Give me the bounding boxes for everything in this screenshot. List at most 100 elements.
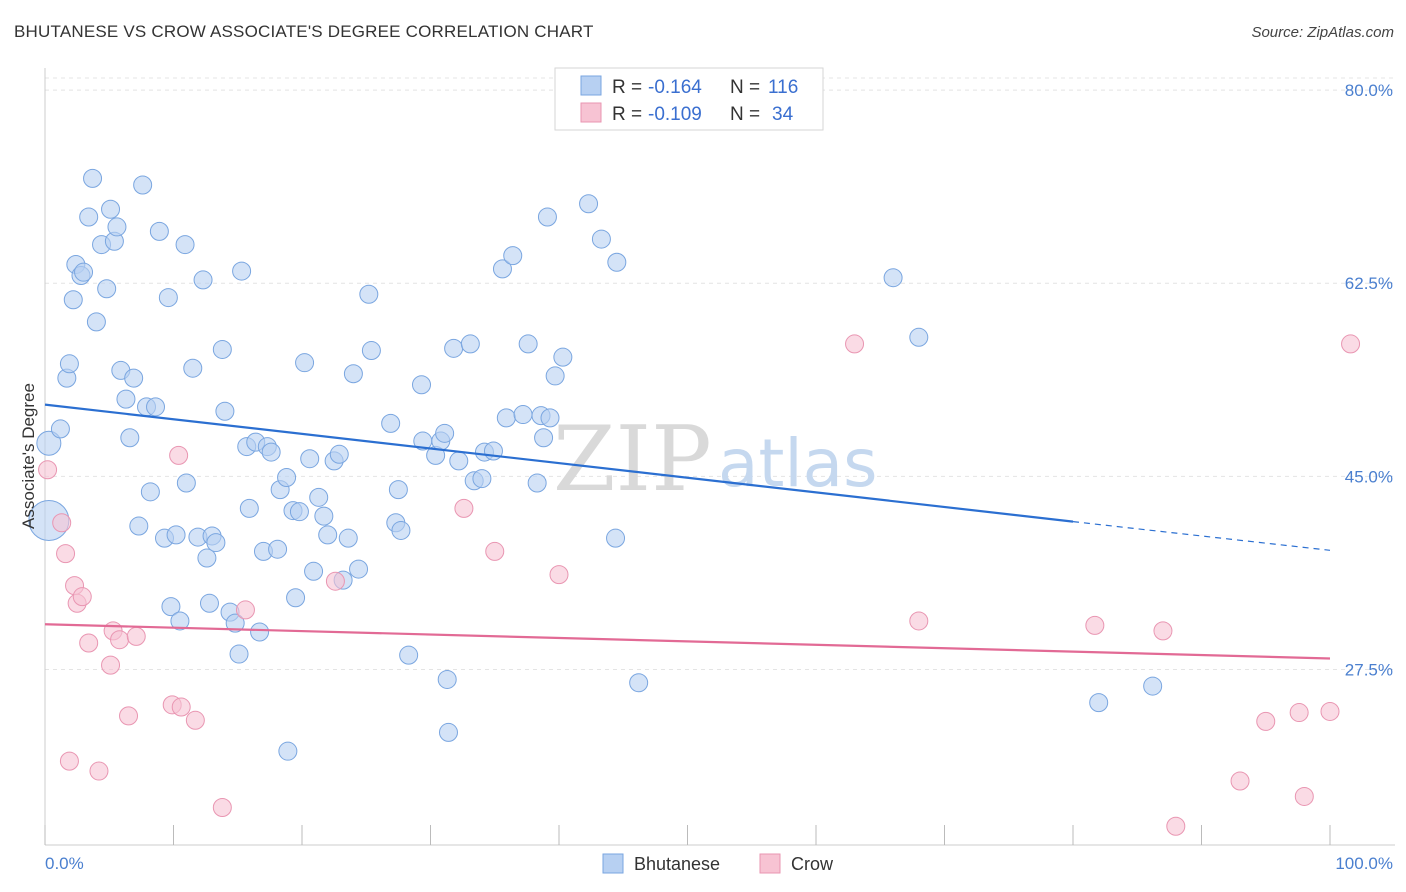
bhutanese-point — [175, 235, 195, 255]
bhutanese-point — [606, 528, 626, 548]
bhutanese-point — [212, 339, 232, 359]
bhutanese-point — [472, 469, 492, 489]
bhutanese-point — [158, 288, 178, 308]
bhutanese-point — [460, 334, 480, 354]
stats-legend: R = -0.164 N = 116 R = -0.109 N = 34 — [554, 67, 824, 131]
bhutanese-point — [261, 442, 281, 462]
trend-lines — [44, 403, 1331, 660]
bhutanese-point — [63, 290, 83, 310]
crow-point — [1256, 711, 1276, 731]
crow-point — [325, 571, 345, 591]
bottom-legend-label-crow: Crow — [791, 854, 834, 874]
bhutanese-point — [50, 419, 70, 439]
x-ticks — [44, 825, 1331, 845]
trend-line-bhutanese — [44, 403, 1074, 523]
legend-n-label-crow: N = — [730, 104, 760, 125]
bhutanese-point — [545, 366, 565, 386]
bhutanese-point — [199, 593, 219, 613]
crow-point — [79, 633, 99, 653]
bhutanese-point — [59, 354, 79, 374]
bhutanese-point — [435, 423, 455, 443]
bhutanese-point — [129, 516, 149, 536]
bhutanese-point — [79, 207, 99, 227]
legend-n-value-bhutanese: 116 — [768, 77, 798, 98]
bhutanese-point — [1143, 676, 1163, 696]
bhutanese-point — [449, 451, 469, 471]
bhutanese-point — [412, 375, 432, 395]
y-tick-label: 45.0% — [1345, 467, 1393, 486]
bhutanese-point — [116, 389, 136, 409]
bhutanese-point — [503, 246, 523, 266]
y-tick-label: 27.5% — [1345, 661, 1393, 680]
gridlines — [45, 77, 1395, 671]
bhutanese-point — [492, 259, 512, 279]
bhutanese-point — [399, 645, 419, 665]
watermark: ZIP atlas — [553, 407, 878, 512]
bhutanese-point — [300, 449, 320, 469]
bhutanese-point — [295, 353, 315, 373]
series-bhutanese-points — [28, 168, 1163, 761]
bhutanese-point — [361, 341, 381, 361]
bhutanese-point — [629, 673, 649, 693]
bhutanese-point — [286, 588, 306, 608]
crow-point — [169, 445, 189, 465]
crow-point — [38, 460, 58, 480]
bhutanese-point — [579, 194, 599, 214]
bhutanese-point — [197, 548, 217, 568]
crow-point — [119, 706, 139, 726]
bhutanese-point — [527, 473, 547, 493]
bhutanese-point — [329, 444, 349, 464]
bhutanese-point — [170, 611, 190, 631]
bhutanese-point — [74, 262, 94, 282]
bhutanese-point — [289, 502, 309, 522]
crow-point — [1289, 703, 1309, 723]
x-tick-label-max: 100.0% — [1335, 854, 1393, 873]
bhutanese-point — [381, 413, 401, 433]
legend-r-value-bhutanese: -0.164 — [648, 77, 702, 98]
bhutanese-point — [277, 467, 297, 487]
bhutanese-point — [304, 561, 324, 581]
crow-point — [89, 761, 109, 781]
crow-point — [212, 797, 232, 817]
y-tick-labels: 27.5% 45.0% 62.5% 80.0% — [1345, 81, 1393, 679]
series-crow-points — [38, 334, 1361, 836]
bhutanese-point — [537, 207, 557, 227]
bhutanese-point — [120, 428, 140, 448]
crow-point — [454, 498, 474, 518]
bhutanese-point — [232, 261, 252, 281]
bhutanese-point — [359, 284, 379, 304]
watermark-zip: ZIP — [553, 407, 712, 512]
legend-n-value-crow: 34 — [772, 104, 794, 125]
crow-point — [1230, 771, 1250, 791]
bhutanese-point — [391, 520, 411, 540]
bhutanese-point — [229, 644, 249, 664]
legend-swatch-bhutanese — [580, 75, 602, 96]
bhutanese-point — [437, 669, 457, 689]
watermark-atlas: atlas — [718, 425, 878, 502]
crow-point — [56, 544, 76, 564]
crow-point — [1320, 701, 1340, 721]
bhutanese-point — [318, 525, 338, 545]
crow-point — [52, 513, 72, 533]
source-credit: Source: ZipAtlas.com — [1251, 24, 1394, 41]
bottom-legend-swatch-bhutanese — [602, 853, 624, 874]
bhutanese-point — [215, 401, 235, 421]
bhutanese-point — [239, 498, 259, 518]
bhutanese-point — [107, 217, 127, 237]
legend-r-label-bhutanese: R = — [612, 77, 642, 98]
bhutanese-point — [250, 622, 270, 642]
trend-line-bhutanese-extrapolated — [1072, 521, 1331, 551]
bhutanese-point — [909, 327, 929, 347]
x-tick-label-min: 0.0% — [45, 854, 84, 873]
bhutanese-point — [124, 368, 144, 388]
bhutanese-point — [140, 482, 160, 502]
bhutanese-point — [513, 405, 533, 425]
crow-point — [1166, 816, 1186, 836]
legend-swatch-crow — [580, 102, 602, 123]
trend-line-crow — [44, 623, 1331, 660]
crow-point — [72, 587, 92, 607]
bhutanese-point — [444, 338, 464, 358]
bhutanese-point — [883, 268, 903, 288]
y-axis-label: Associate's Degree — [19, 383, 38, 529]
